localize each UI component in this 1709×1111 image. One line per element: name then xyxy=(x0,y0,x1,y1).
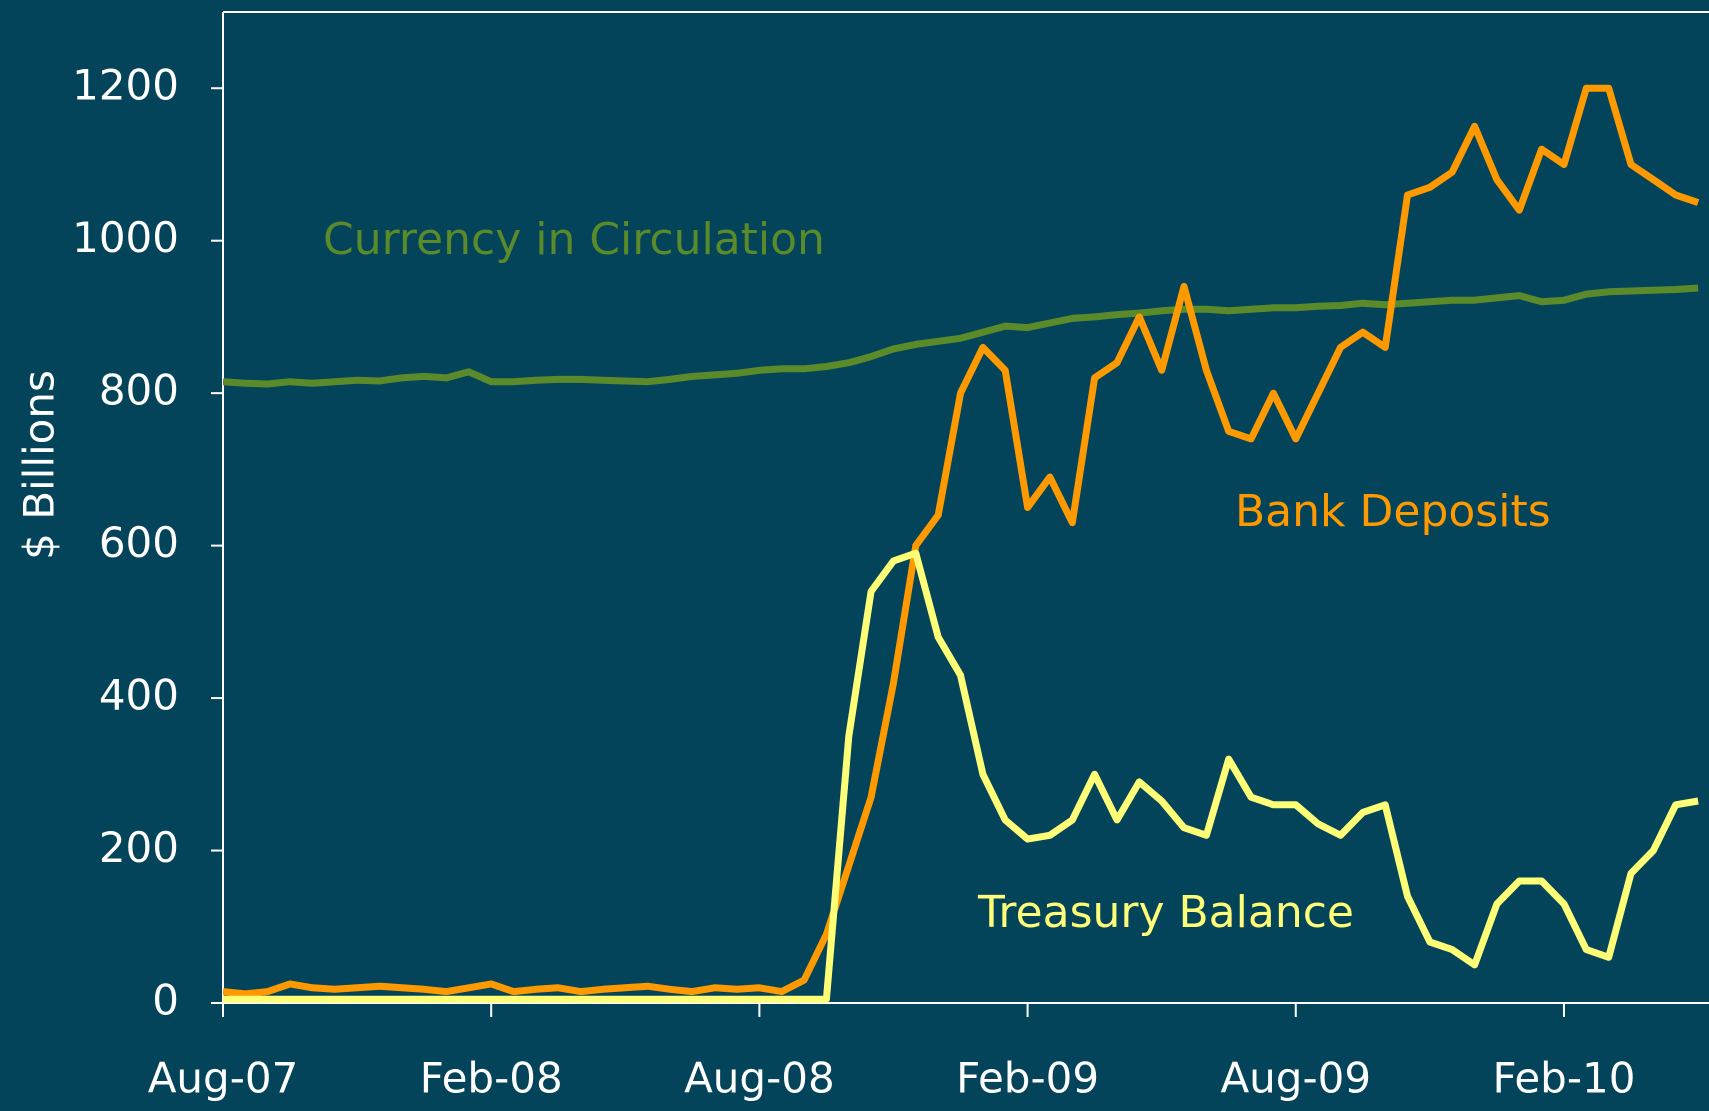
plot-area xyxy=(223,84,1700,1003)
x-tick-label: Feb-10 xyxy=(1492,1054,1635,1103)
series-line xyxy=(223,284,1699,388)
x-tick-label: Feb-08 xyxy=(420,1054,563,1103)
series-line xyxy=(223,84,1700,998)
y-tick-label: 600 xyxy=(99,518,179,567)
x-tick-label: Feb-09 xyxy=(956,1054,1099,1103)
series-label: Treasury Balance xyxy=(977,887,1354,938)
y-tick-label: 800 xyxy=(99,366,179,415)
y-tick-label: 200 xyxy=(99,823,179,872)
x-tick-label: Aug-07 xyxy=(148,1054,299,1103)
y-axis-label: $ Billions xyxy=(15,370,64,560)
x-tick-label: Aug-09 xyxy=(1220,1054,1371,1103)
series-label: Bank Deposits xyxy=(1235,486,1551,537)
series-label: Currency in Circulation xyxy=(323,214,825,265)
y-tick-label: 400 xyxy=(99,671,179,720)
x-tick-label: Aug-08 xyxy=(684,1054,835,1103)
y-tick-label: 0 xyxy=(152,976,179,1025)
series-line xyxy=(223,549,1699,1003)
y-tick-label: 1000 xyxy=(72,213,179,262)
y-tick-label: 1200 xyxy=(72,61,179,110)
